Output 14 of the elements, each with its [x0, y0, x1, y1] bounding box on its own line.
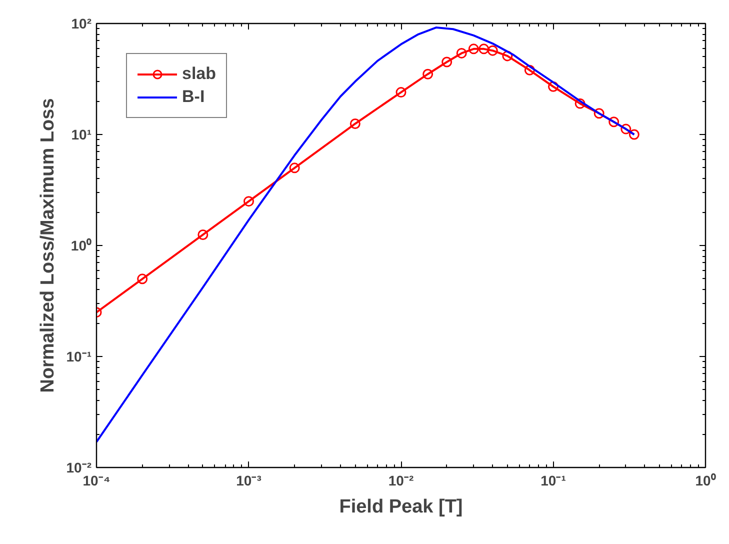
x-axis-title: Field Peak [T] [339, 496, 463, 518]
y-tick-label: 10⁻¹ [66, 348, 92, 364]
y-axis-title: Normalized Loss/Maximum Loss [37, 98, 58, 393]
legend-label: B-I [182, 87, 205, 107]
legend-label: slab [182, 64, 216, 84]
y-tick-label: 10² [71, 16, 92, 32]
x-tick-label: 10⁻⁴ [82, 472, 110, 488]
x-tick-label: 10⁻³ [236, 472, 262, 488]
x-tick-label: 10⁻² [388, 472, 414, 488]
y-tick-label: 10¹ [71, 126, 92, 142]
x-tick-label: 10⁻¹ [540, 472, 566, 488]
y-tick-label: 10⁰ [70, 238, 92, 254]
x-tick-label: 10⁰ [695, 472, 716, 488]
y-tick-label: 10⁻² [66, 460, 92, 476]
